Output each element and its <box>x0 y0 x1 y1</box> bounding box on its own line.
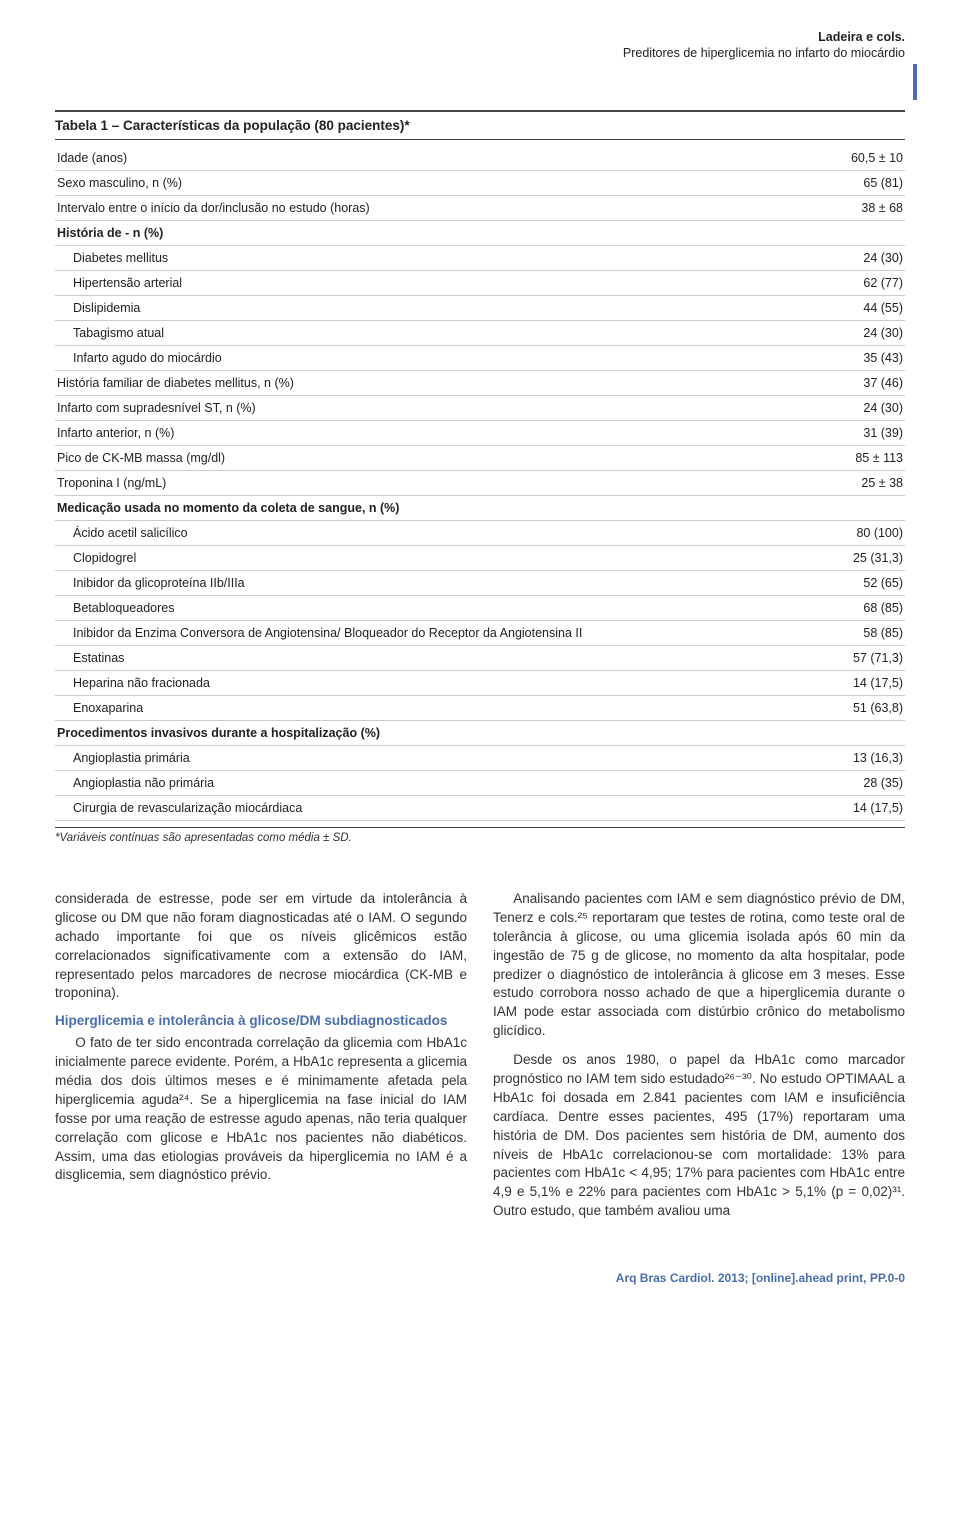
row-value: 25 (31,3) <box>805 546 905 571</box>
row-label: Inibidor da Enzima Conversora de Angiote… <box>55 621 805 646</box>
characteristics-table: Idade (anos)60,5 ± 10Sexo masculino, n (… <box>55 146 905 821</box>
table-row: Angioplastia não primária28 (35) <box>55 771 905 796</box>
page-footer-citation: Arq Bras Cardiol. 2013; [online].ahead p… <box>55 1271 905 1285</box>
row-label: Inibidor da glicoproteína IIb/IIIa <box>55 571 805 596</box>
table-row: Heparina não fracionada14 (17,5) <box>55 671 905 696</box>
row-value: 13 (16,3) <box>805 746 905 771</box>
body-paragraph: O fato de ter sido encontrada correlação… <box>55 1034 467 1185</box>
row-label: Clopidogrel <box>55 546 805 571</box>
table-row: Diabetes mellitus24 (30) <box>55 246 905 271</box>
row-label: Intervalo entre o início da dor/inclusão… <box>55 196 805 221</box>
body-text: considerada de estresse, pode ser em vir… <box>55 890 905 1231</box>
page-header: Ladeira e cols. Preditores de hiperglice… <box>55 30 905 60</box>
row-value: 31 (39) <box>805 421 905 446</box>
row-value: 25 ± 38 <box>805 471 905 496</box>
row-value <box>805 721 905 746</box>
row-value: 44 (55) <box>805 296 905 321</box>
right-column: Analisando pacientes com IAM e sem diagn… <box>493 890 905 1231</box>
row-label: Enoxaparina <box>55 696 805 721</box>
row-label: Sexo masculino, n (%) <box>55 171 805 196</box>
row-value: 52 (65) <box>805 571 905 596</box>
section-subhead: Hiperglicemia e intolerância à glicose/D… <box>55 1013 467 1030</box>
row-value: 58 (85) <box>805 621 905 646</box>
table-row: Pico de CK-MB massa (mg/dl)85 ± 113 <box>55 446 905 471</box>
header-authors: Ladeira e cols. <box>55 30 905 44</box>
body-paragraph: Desde os anos 1980, o papel da HbA1c com… <box>493 1051 905 1221</box>
table-row: História familiar de diabetes mellitus, … <box>55 371 905 396</box>
row-label: Troponina I (ng/mL) <box>55 471 805 496</box>
table-row: Medicação usada no momento da coleta de … <box>55 496 905 521</box>
row-value: 38 ± 68 <box>805 196 905 221</box>
table-row: Troponina I (ng/mL)25 ± 38 <box>55 471 905 496</box>
row-label: Cirurgia de revascularização miocárdiaca <box>55 796 805 821</box>
table-row: História de - n (%) <box>55 221 905 246</box>
table-row: Idade (anos)60,5 ± 10 <box>55 146 905 171</box>
row-label: Infarto agudo do miocárdio <box>55 346 805 371</box>
table-footnote: *Variáveis contínuas são apresentadas co… <box>55 827 905 854</box>
body-paragraph: considerada de estresse, pode ser em vir… <box>55 890 467 1003</box>
table-row: Betabloqueadores68 (85) <box>55 596 905 621</box>
table-row: Procedimentos invasivos durante a hospit… <box>55 721 905 746</box>
row-value: 57 (71,3) <box>805 646 905 671</box>
row-label: Infarto com supradesnível ST, n (%) <box>55 396 805 421</box>
table-row: Enoxaparina51 (63,8) <box>55 696 905 721</box>
row-label: História de - n (%) <box>55 221 805 246</box>
table-row: Tabagismo atual24 (30) <box>55 321 905 346</box>
row-label: Pico de CK-MB massa (mg/dl) <box>55 446 805 471</box>
table-row: Infarto anterior, n (%)31 (39) <box>55 421 905 446</box>
row-value: 85 ± 113 <box>805 446 905 471</box>
row-label: Procedimentos invasivos durante a hospit… <box>55 721 805 746</box>
table-row: Clopidogrel25 (31,3) <box>55 546 905 571</box>
row-label: Tabagismo atual <box>55 321 805 346</box>
row-value: 14 (17,5) <box>805 671 905 696</box>
row-label: Hipertensão arterial <box>55 271 805 296</box>
row-label: Dislipidemia <box>55 296 805 321</box>
row-value: 51 (63,8) <box>805 696 905 721</box>
row-value: 80 (100) <box>805 521 905 546</box>
body-paragraph: Analisando pacientes com IAM e sem diagn… <box>493 890 905 1041</box>
row-value: 62 (77) <box>805 271 905 296</box>
row-label: Angioplastia primária <box>55 746 805 771</box>
row-label: Medicação usada no momento da coleta de … <box>55 496 805 521</box>
row-label: Estatinas <box>55 646 805 671</box>
table-row: Infarto agudo do miocárdio35 (43) <box>55 346 905 371</box>
left-column: considerada de estresse, pode ser em vir… <box>55 890 467 1231</box>
table-row: Dislipidemia44 (55) <box>55 296 905 321</box>
table-title: Tabela 1 – Características da população … <box>55 110 905 140</box>
table-row: Angioplastia primária13 (16,3) <box>55 746 905 771</box>
row-value <box>805 221 905 246</box>
row-value <box>805 496 905 521</box>
header-accent-rule <box>913 64 917 100</box>
table-row: Ácido acetil salicílico80 (100) <box>55 521 905 546</box>
table-row: Estatinas57 (71,3) <box>55 646 905 671</box>
row-value: 65 (81) <box>805 171 905 196</box>
row-value: 37 (46) <box>805 371 905 396</box>
row-label: Betabloqueadores <box>55 596 805 621</box>
table-row: Inibidor da Enzima Conversora de Angiote… <box>55 621 905 646</box>
table-row: Hipertensão arterial62 (77) <box>55 271 905 296</box>
row-value: 60,5 ± 10 <box>805 146 905 171</box>
table-row: Intervalo entre o início da dor/inclusão… <box>55 196 905 221</box>
row-value: 35 (43) <box>805 346 905 371</box>
row-label: Heparina não fracionada <box>55 671 805 696</box>
row-value: 14 (17,5) <box>805 796 905 821</box>
row-label: Infarto anterior, n (%) <box>55 421 805 446</box>
table-row: Infarto com supradesnível ST, n (%)24 (3… <box>55 396 905 421</box>
header-subtitle: Preditores de hiperglicemia no infarto d… <box>55 46 905 60</box>
table-row: Inibidor da glicoproteína IIb/IIIa52 (65… <box>55 571 905 596</box>
row-value: 24 (30) <box>805 321 905 346</box>
table-row: Sexo masculino, n (%)65 (81) <box>55 171 905 196</box>
row-value: 68 (85) <box>805 596 905 621</box>
row-label: Idade (anos) <box>55 146 805 171</box>
row-value: 24 (30) <box>805 246 905 271</box>
table-row: Cirurgia de revascularização miocárdiaca… <box>55 796 905 821</box>
row-value: 24 (30) <box>805 396 905 421</box>
row-value: 28 (35) <box>805 771 905 796</box>
row-label: Angioplastia não primária <box>55 771 805 796</box>
row-label: Ácido acetil salicílico <box>55 521 805 546</box>
row-label: História familiar de diabetes mellitus, … <box>55 371 805 396</box>
row-label: Diabetes mellitus <box>55 246 805 271</box>
